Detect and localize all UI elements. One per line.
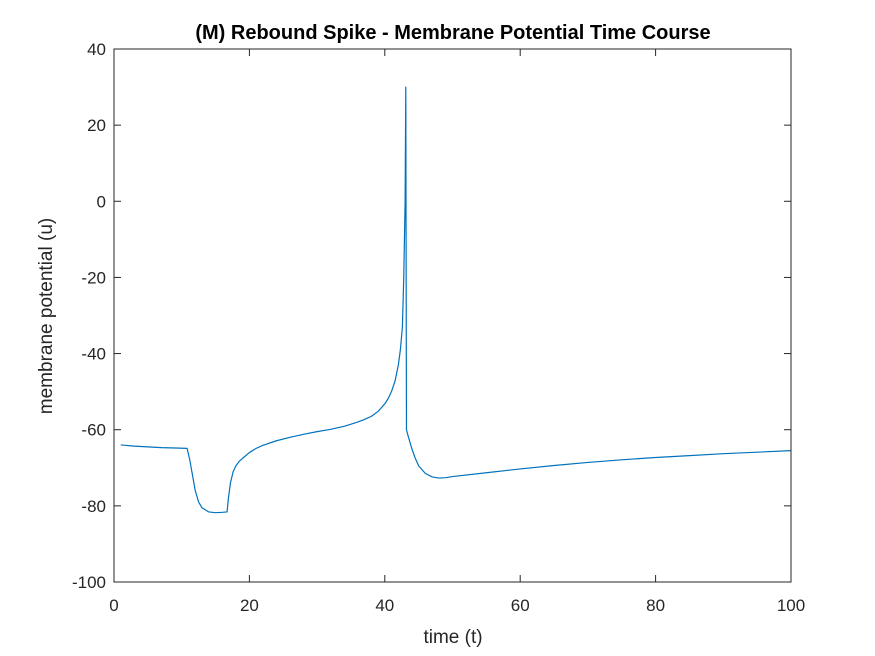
x-tick-label: 100 bbox=[777, 596, 805, 615]
y-tick-label: -20 bbox=[81, 268, 106, 287]
y-tick-label: -40 bbox=[81, 345, 106, 364]
y-tick-label: 40 bbox=[87, 40, 106, 59]
y-tick-label: -100 bbox=[72, 573, 106, 592]
y-axis-label: membrane potential (u) bbox=[36, 218, 57, 414]
y-tick-label: 20 bbox=[87, 116, 106, 135]
x-axis-label: time (t) bbox=[423, 627, 482, 648]
y-tick-label: -60 bbox=[81, 421, 106, 440]
y-tick-label: -80 bbox=[81, 497, 106, 516]
x-tick-label: 40 bbox=[375, 596, 394, 615]
axes-box bbox=[113, 48, 792, 583]
x-tick-label: 80 bbox=[646, 596, 665, 615]
y-tick-label: 0 bbox=[97, 192, 106, 211]
x-tick-label: 0 bbox=[109, 596, 118, 615]
x-tick-label: 60 bbox=[511, 596, 530, 615]
plot-area: 0 20 40 60 80 100 -100 -80 -60 -40 -20 0 20 40 bbox=[72, 40, 805, 615]
chart-title: (M) Rebound Spike - Membrane Potential T… bbox=[195, 22, 710, 44]
series-line-0 bbox=[120, 86, 792, 514]
x-tick-label: 20 bbox=[240, 596, 259, 615]
